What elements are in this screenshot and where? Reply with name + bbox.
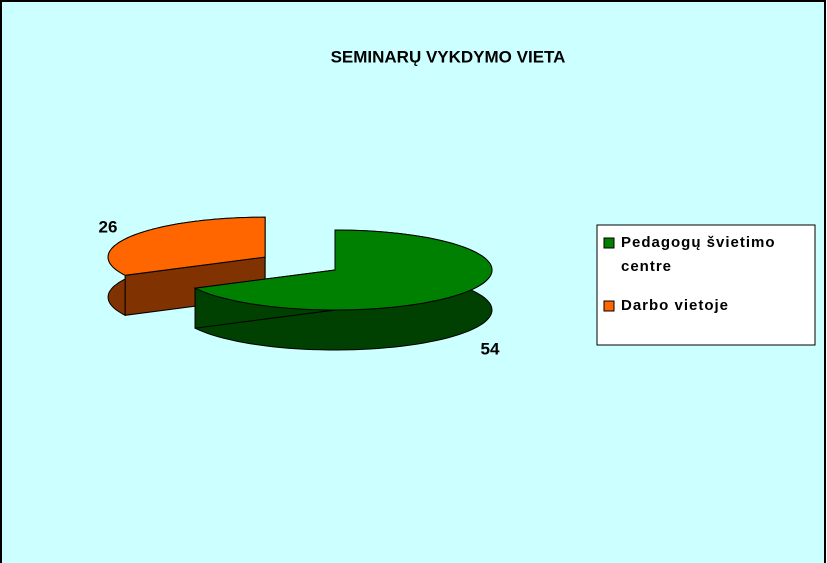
legend-swatch (603, 237, 615, 249)
legend-line: centre (621, 258, 672, 275)
legend-label: Darbo vietoje (621, 297, 729, 314)
legend-line: Pedagogų švietimo (621, 234, 776, 251)
slice-top (193, 229, 493, 311)
chart-title: SEMINARŲ VYKDYMO VIETA (331, 47, 566, 66)
data-label: 54 (481, 339, 500, 358)
legend-label: Pedagogų švietimo centre (621, 234, 776, 275)
slice-top (107, 216, 266, 276)
pie-slice (193, 229, 493, 351)
legend-swatch (603, 300, 615, 312)
data-label: 26 (99, 217, 118, 236)
legend (596, 224, 816, 346)
